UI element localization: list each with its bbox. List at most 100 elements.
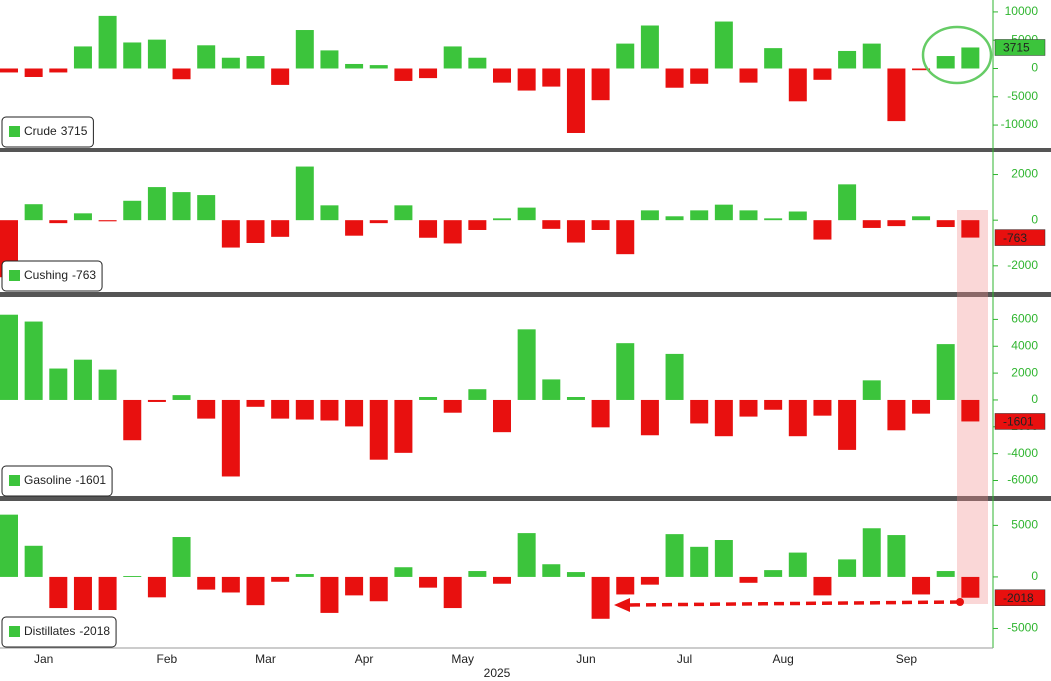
bar [493, 399, 511, 433]
bar [764, 570, 783, 577]
bar [369, 65, 388, 69]
bar [961, 47, 980, 69]
x-tick-label: Jun [576, 652, 595, 666]
legend-name: Gasoline [24, 473, 72, 487]
legend-box [1, 616, 117, 648]
bar [838, 184, 857, 221]
legend-text: Crude 3715 [24, 124, 88, 138]
legend-text: Distillates -2018 [24, 624, 110, 638]
y-tick-label: 0 [1031, 212, 1038, 226]
bar [419, 220, 438, 238]
bar [739, 68, 758, 83]
bar [566, 397, 585, 400]
bar [591, 399, 610, 428]
bar [838, 559, 857, 577]
bar [197, 195, 216, 221]
bar [271, 68, 290, 85]
bar [591, 68, 610, 101]
bar [788, 68, 807, 102]
bar [147, 576, 166, 598]
x-tick-label: Jan [34, 652, 53, 666]
bar [221, 399, 240, 477]
legend: Gasoline -1601 [1, 465, 113, 497]
bar [566, 572, 585, 577]
bar [468, 57, 487, 69]
bar [0, 514, 18, 577]
legend-text: Gasoline -1601 [24, 473, 106, 487]
bar [788, 211, 807, 221]
value-tag-label: -1601 [1003, 415, 1034, 429]
legend-box [1, 116, 94, 148]
x-tick-label: Apr [355, 652, 374, 666]
bar [640, 25, 659, 69]
bar [369, 399, 388, 460]
panel-separator [0, 496, 1051, 501]
bar [73, 576, 92, 611]
bar [739, 210, 758, 221]
bar [542, 564, 561, 577]
bar [616, 43, 635, 69]
value-tag-label: -763 [1003, 231, 1027, 245]
bar [49, 576, 68, 609]
bar [616, 220, 635, 255]
legend-name: Cushing [24, 268, 68, 282]
bar [345, 220, 364, 236]
bar [690, 546, 709, 577]
bar [813, 220, 832, 240]
arrow-head [614, 598, 630, 612]
bar [271, 399, 290, 419]
bar [862, 220, 881, 228]
arrow-dot [956, 598, 964, 606]
bar [616, 576, 635, 595]
bar [813, 576, 832, 596]
bar [147, 187, 166, 221]
y-tick-label: 10000 [1005, 4, 1039, 18]
bar [320, 205, 339, 221]
legend-box [1, 465, 113, 497]
bar [862, 528, 881, 577]
bar [714, 540, 733, 577]
legend-value: 3715 [61, 124, 88, 138]
bar [221, 57, 240, 69]
bar [98, 576, 117, 611]
legend-swatch [9, 626, 20, 637]
bar [640, 210, 659, 221]
bar [961, 576, 980, 598]
bar [912, 216, 931, 221]
value-tag-label: -2018 [1003, 591, 1034, 605]
bar [936, 56, 955, 69]
highlight-ring [921, 25, 993, 85]
bar [320, 576, 339, 613]
bar [443, 220, 462, 244]
bar [788, 552, 807, 577]
bar [73, 46, 92, 69]
bar [172, 537, 191, 577]
legend-value: -1601 [75, 473, 106, 487]
bar [566, 68, 585, 133]
legend-swatch [9, 270, 20, 281]
bar [73, 359, 92, 400]
legend-text: Cushing -763 [24, 268, 96, 282]
bar [246, 56, 265, 69]
bar [419, 397, 438, 400]
bar [0, 68, 18, 73]
y-tick-label: -2000 [1007, 258, 1038, 272]
bar [98, 15, 117, 69]
y-tick-label: 5000 [1011, 518, 1038, 532]
bar [665, 353, 684, 400]
y-tick-label: -10000 [1001, 117, 1039, 131]
y-tick-label: -4000 [1007, 446, 1038, 460]
bar [788, 399, 807, 437]
bar [197, 576, 216, 590]
bar [24, 321, 43, 400]
legend-name: Crude [24, 124, 57, 138]
bar [443, 46, 462, 69]
bar [887, 68, 906, 122]
bar [345, 399, 364, 427]
x-tick-label: Jul [677, 652, 692, 666]
bar [591, 220, 610, 230]
legend-swatch [9, 126, 20, 137]
value-tag [994, 39, 1046, 56]
bar [172, 68, 191, 80]
bar [912, 576, 931, 595]
